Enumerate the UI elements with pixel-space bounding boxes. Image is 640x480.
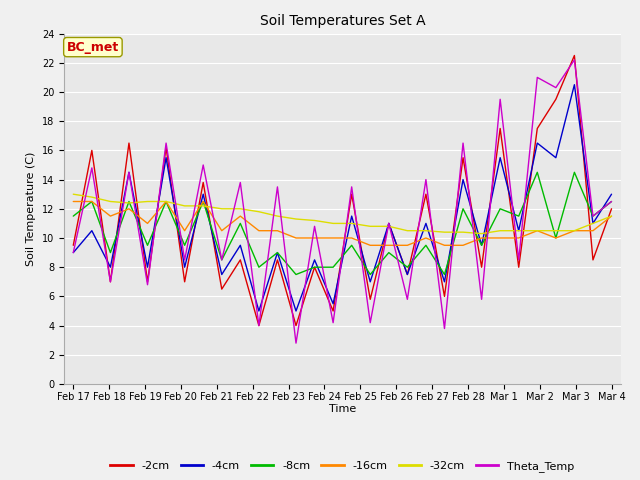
- Text: BC_met: BC_met: [67, 41, 119, 54]
- Legend: -2cm, -4cm, -8cm, -16cm, -32cm, Theta_Temp: -2cm, -4cm, -8cm, -16cm, -32cm, Theta_Te…: [106, 457, 579, 477]
- Title: Soil Temperatures Set A: Soil Temperatures Set A: [260, 14, 425, 28]
- X-axis label: Time: Time: [329, 405, 356, 414]
- Y-axis label: Soil Temperature (C): Soil Temperature (C): [26, 152, 36, 266]
